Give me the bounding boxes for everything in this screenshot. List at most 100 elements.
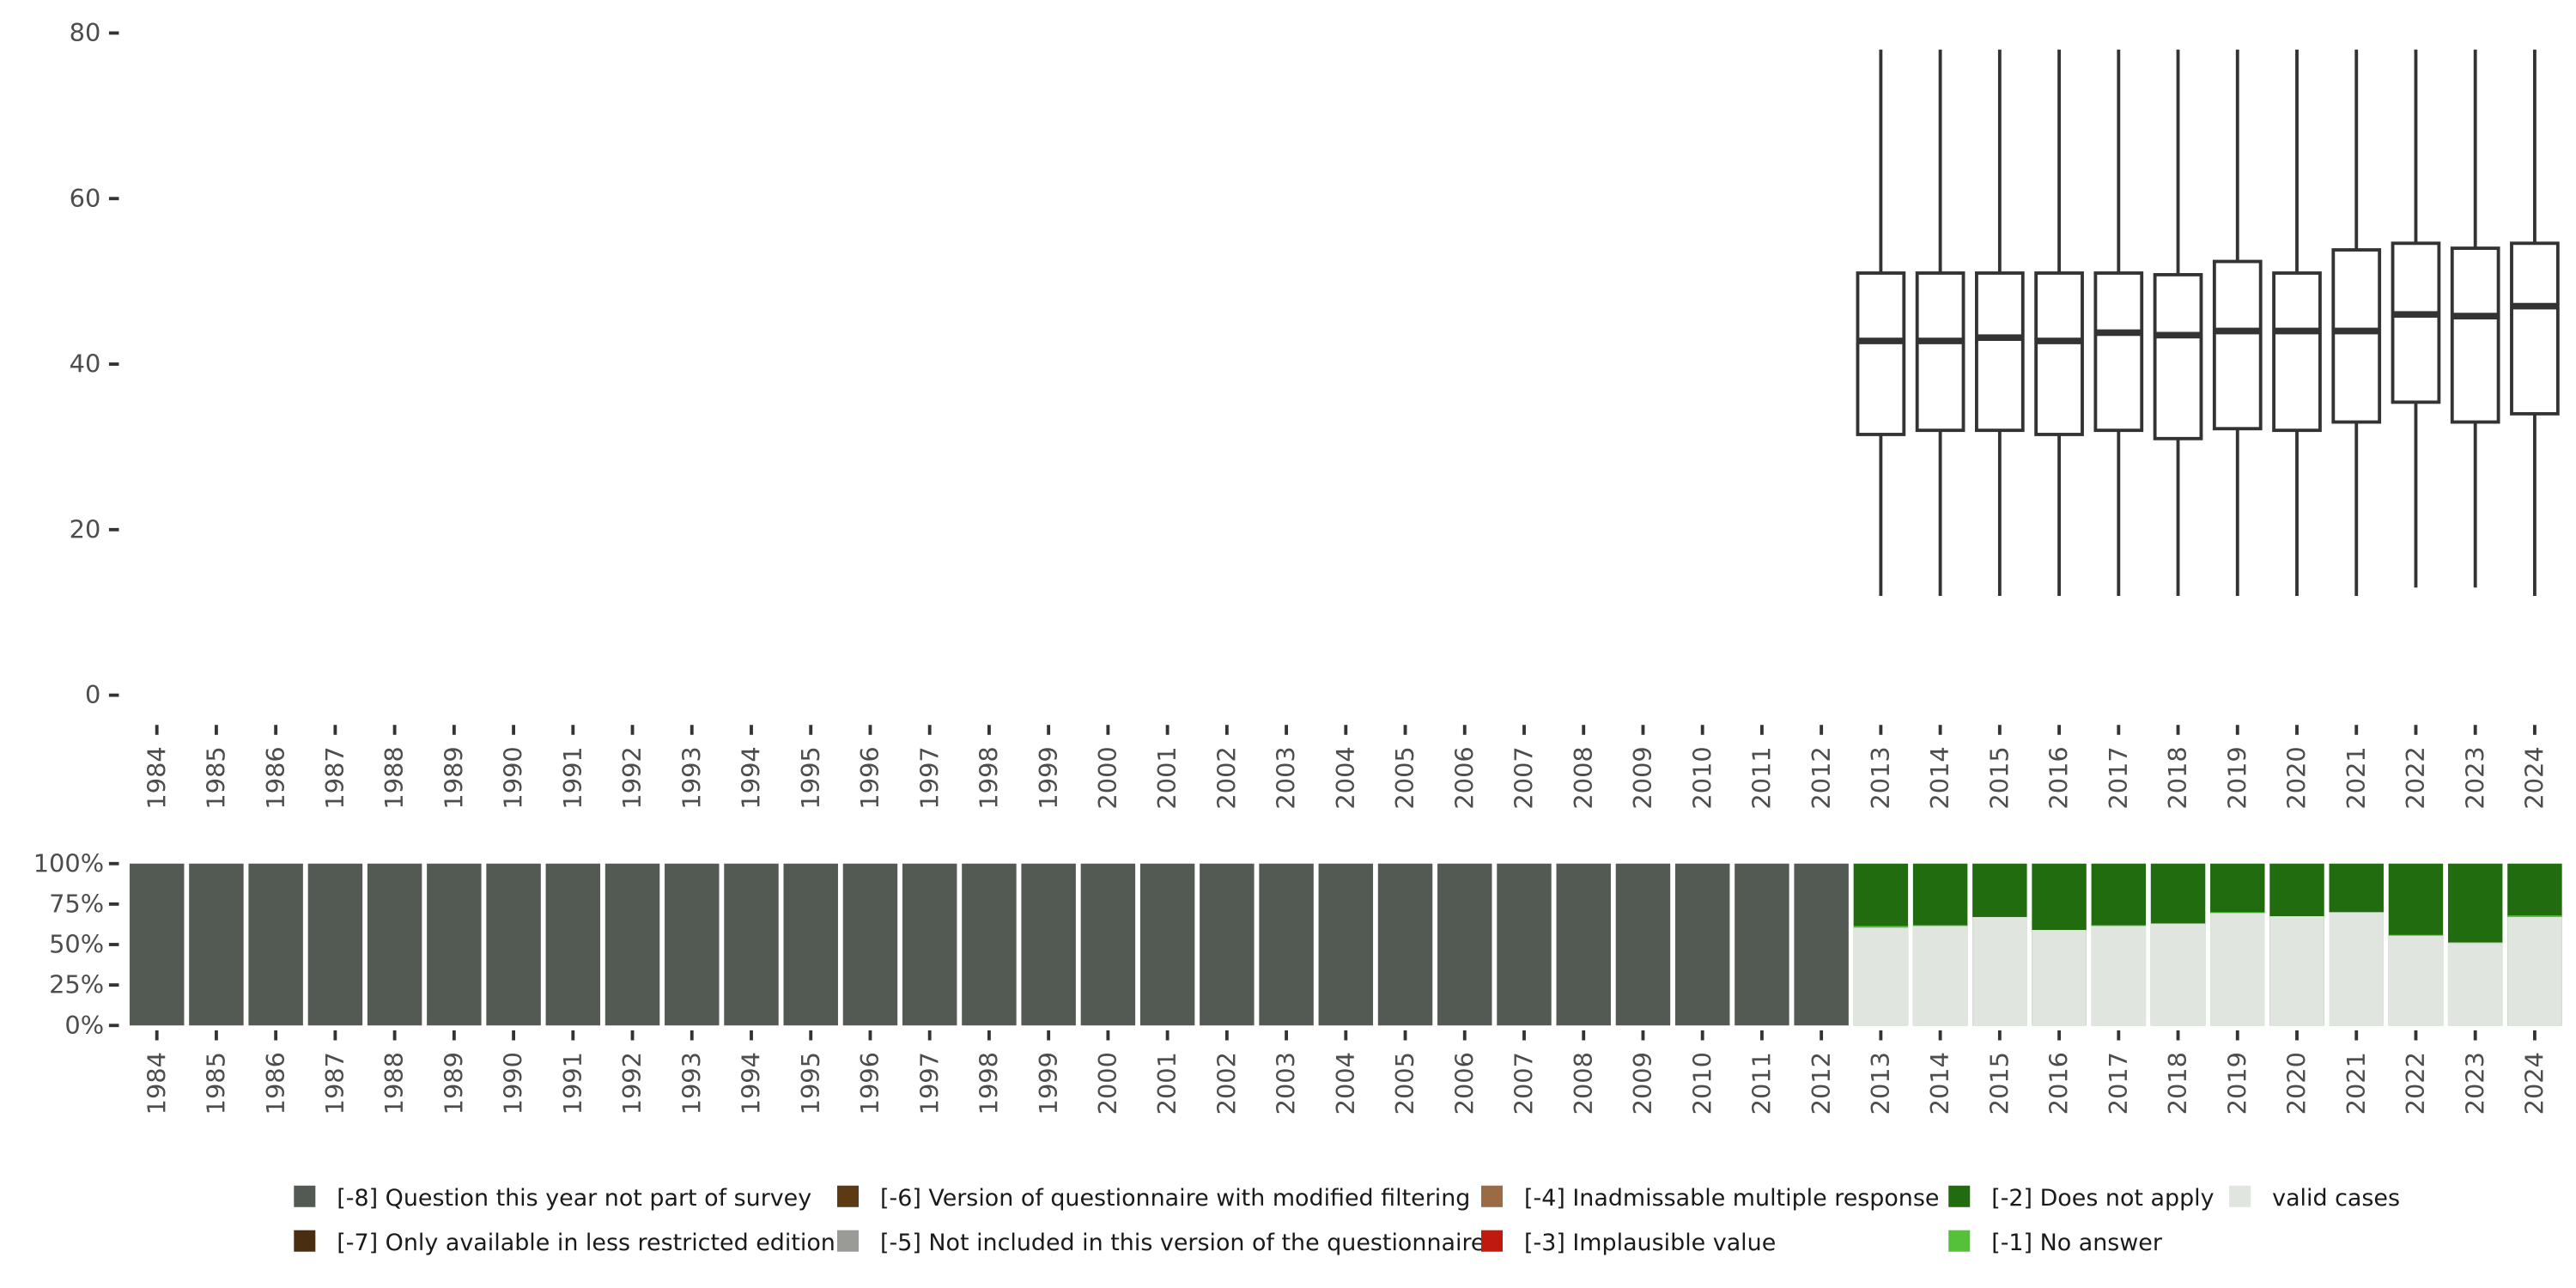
legend-swatch	[294, 1185, 316, 1207]
box	[2212, 259, 2263, 431]
x-tick-label: 2014	[1925, 746, 1954, 809]
x-tick-label: 1989	[439, 746, 468, 809]
box	[2510, 241, 2560, 416]
bar-not-in-survey	[1497, 863, 1552, 1026]
bar-valid-cases	[1853, 927, 1909, 1026]
legend-label: [-8] Question this year not part of surv…	[337, 1185, 811, 1212]
legend-label: [-3] Implausible value	[1524, 1230, 1776, 1256]
legend-swatch	[2229, 1185, 2251, 1207]
x-tick-label: 1989	[439, 1052, 468, 1115]
x-tick-label: 2016	[2044, 746, 2074, 809]
x-tick-label: 2021	[2342, 1052, 2371, 1115]
x-tick-label: 1991	[558, 1052, 587, 1115]
x-tick-label: 1990	[499, 746, 528, 809]
x-tick-label: 1986	[261, 1052, 290, 1115]
legend-swatch	[1481, 1230, 1503, 1252]
x-tick-label: 2024	[2520, 1052, 2549, 1115]
x-tick-label: 1988	[380, 746, 409, 809]
x-tick-label: 1995	[796, 746, 825, 809]
bar-valid-cases	[2150, 923, 2206, 1026]
x-tick-label: 1998	[975, 746, 1004, 809]
bar-not-in-survey	[545, 863, 601, 1026]
boxplot-2023	[2450, 49, 2500, 588]
legend-swatch	[1948, 1230, 1971, 1252]
y-tick-label: 25%	[49, 970, 104, 999]
x-tick-label: 2009	[1628, 746, 1657, 809]
bar-valid-cases	[2269, 916, 2324, 1026]
legend-item: [-7] Only available in less restricted e…	[294, 1230, 835, 1256]
legend-swatch	[837, 1185, 859, 1207]
x-tick-label: 1987	[320, 1052, 349, 1115]
legend-label: [-7] Only available in less restricted e…	[337, 1230, 835, 1256]
x-tick-label: 2020	[2282, 746, 2312, 809]
x-tick-label: 1986	[261, 746, 290, 809]
x-tick-label: 2018	[2163, 1052, 2192, 1115]
bar-no-answer	[2388, 934, 2444, 936]
x-tick-label: 2015	[1984, 1052, 2014, 1115]
boxplot-2018	[2153, 49, 2203, 596]
x-tick-label: 2016	[2044, 1052, 2074, 1115]
bar-not-in-survey	[1021, 863, 1076, 1026]
legend-item: [-2] Does not apply	[1948, 1185, 2215, 1212]
x-tick-label: 2000	[1093, 1052, 1122, 1115]
x-tick-label: 2009	[1628, 1052, 1657, 1115]
x-tick-label: 1985	[202, 746, 231, 809]
bar-not-in-survey	[486, 863, 541, 1026]
bar-not-in-survey	[1139, 863, 1195, 1026]
x-tick-label: 2018	[2163, 746, 2192, 809]
x-tick-label: 2023	[2460, 746, 2489, 809]
legend-item: [-5] Not included in this version of the…	[837, 1230, 1485, 1256]
bar-not-in-survey	[842, 863, 898, 1026]
x-tick-label: 2013	[1866, 746, 1895, 809]
x-tick-label: 2000	[1093, 746, 1122, 809]
legend-item: [-8] Question this year not part of surv…	[294, 1185, 811, 1212]
x-tick-label: 2012	[1807, 746, 1836, 809]
x-tick-label: 2006	[1449, 1052, 1479, 1115]
x-tick-label: 2003	[1272, 746, 1301, 809]
bar-not-in-survey	[427, 863, 482, 1026]
y-tick-label: 0	[85, 680, 100, 709]
x-tick-label: 1985	[202, 1052, 231, 1115]
bar-not-in-survey	[1794, 863, 1849, 1026]
legend-item: [-4] Inadmissable multiple response	[1481, 1185, 1939, 1212]
bar-not-in-survey	[1200, 863, 1255, 1026]
x-tick-label: 2001	[1152, 746, 1182, 809]
legend-item: [-3] Implausible value	[1481, 1230, 1776, 1256]
x-tick-label: 2022	[2401, 1052, 2430, 1115]
x-tick-label: 2019	[2222, 1052, 2251, 1115]
x-tick-label: 2011	[1747, 746, 1777, 809]
x-tick-label: 2008	[1569, 1052, 1598, 1115]
x-tick-label: 2014	[1925, 1052, 1954, 1115]
bar-no-answer	[1912, 925, 1968, 927]
legend-label: [-6] Version of questionnaire with modif…	[880, 1185, 1470, 1212]
boxplot-2013	[1856, 49, 1906, 596]
boxplot-panel: 0 20 40 60 80 1984 1985 1986 1987 1988 1989 1990 199…	[70, 18, 2560, 810]
x-tick-label: 2015	[1984, 746, 2014, 809]
y-tick-label: 60	[70, 184, 101, 213]
boxplot-2015	[1975, 49, 2025, 596]
y-tick-label: 75%	[49, 890, 104, 919]
x-tick-label: 2007	[1510, 1052, 1539, 1115]
x-tick-label: 1991	[558, 746, 587, 809]
bar-not-in-survey	[129, 863, 185, 1026]
x-tick-label: 1998	[975, 1052, 1004, 1115]
box	[2034, 271, 2084, 436]
bar-not-in-survey	[902, 863, 957, 1026]
box	[1856, 271, 1906, 436]
x-tick-label: 1999	[1034, 746, 1063, 809]
box	[1915, 271, 1965, 433]
boxplot-2022	[2391, 49, 2441, 588]
box	[2272, 271, 2322, 433]
x-tick-label: 1988	[380, 1052, 409, 1115]
legend-item: [-1] No answer	[1948, 1230, 2163, 1256]
x-tick-label: 1990	[499, 1052, 528, 1115]
x-tick-label: 1993	[677, 1052, 706, 1115]
bar-valid-cases	[1912, 926, 1968, 1026]
x-tick-label: 2008	[1569, 746, 1598, 809]
y-tick-label: 40	[70, 349, 101, 379]
x-tick-label: 2004	[1331, 746, 1360, 809]
x-tick-label: 2021	[2342, 746, 2371, 809]
legend-swatch	[294, 1230, 316, 1252]
x-tick-label: 1993	[677, 746, 706, 809]
